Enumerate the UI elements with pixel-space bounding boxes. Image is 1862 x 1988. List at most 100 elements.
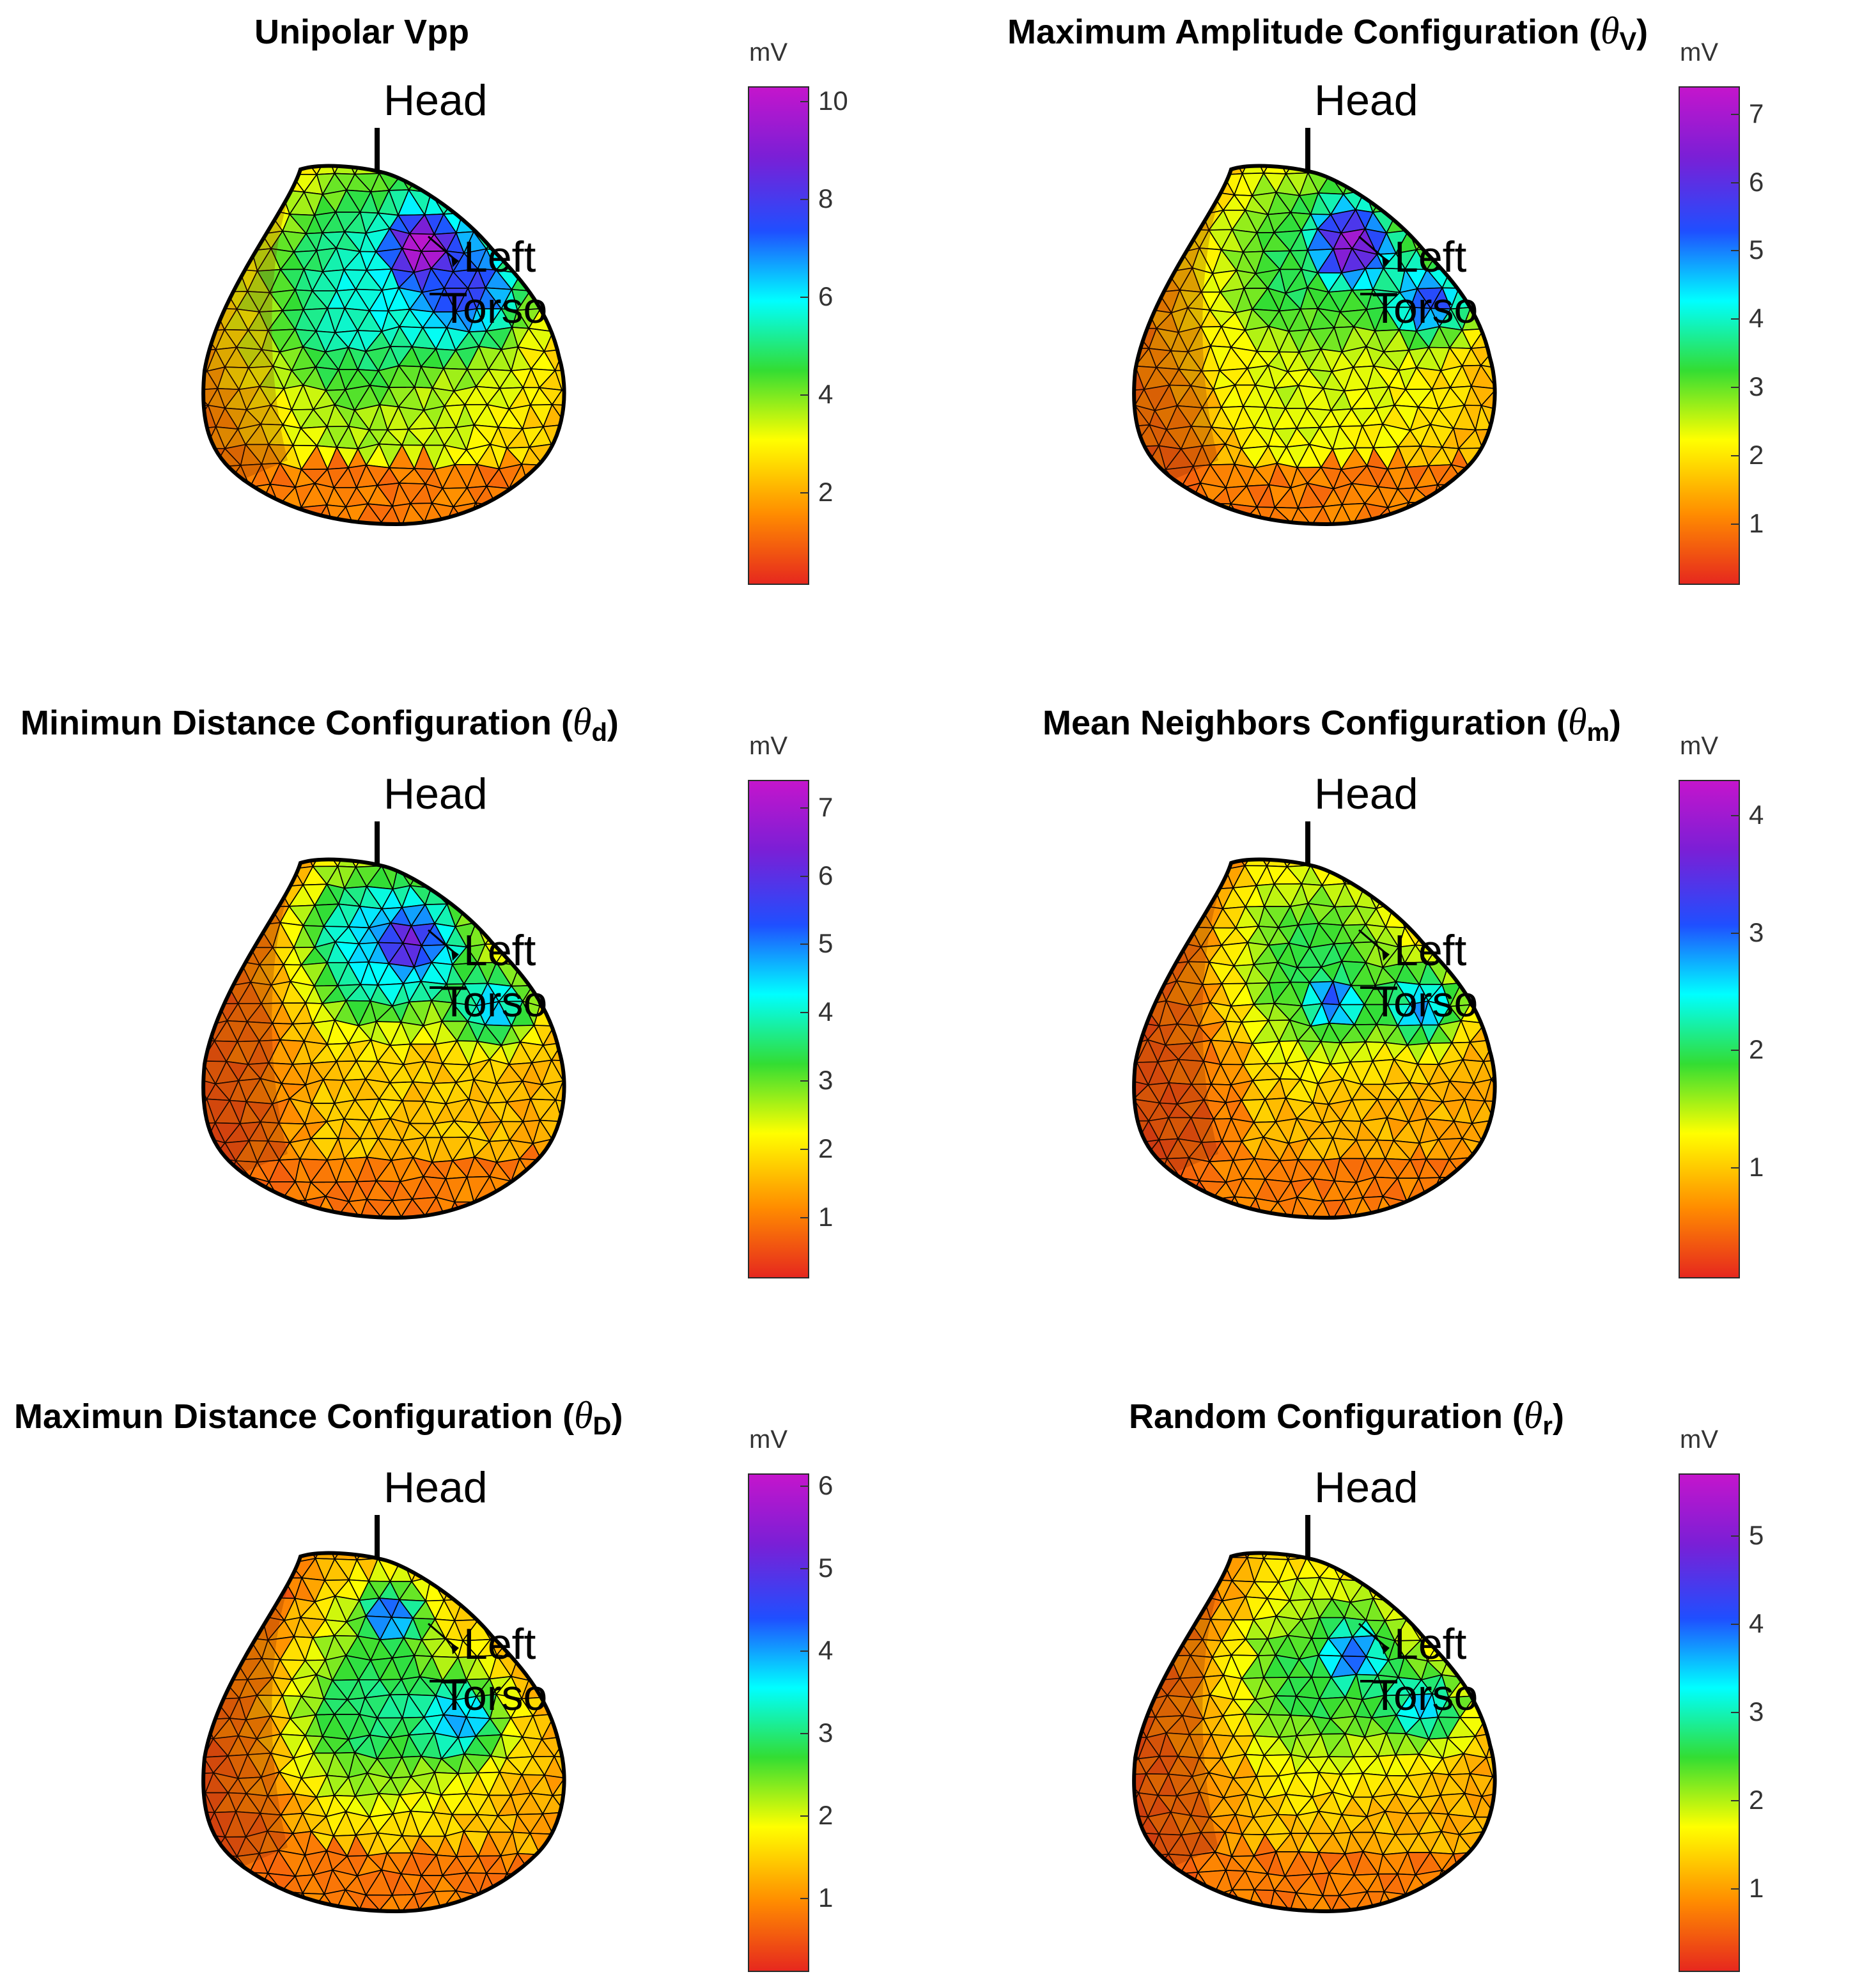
mesh-triangle <box>237 171 256 193</box>
mesh-triangle <box>607 1932 626 1954</box>
mesh-triangle <box>1493 903 1517 926</box>
mesh-triangle <box>520 907 539 928</box>
mesh-triangle <box>1113 348 1135 369</box>
mesh-triangle <box>1462 191 1485 214</box>
mesh-triangle <box>187 850 205 866</box>
mesh-triangle <box>442 1910 468 1934</box>
mesh-triangle <box>1202 504 1220 528</box>
mesh-triangle <box>1213 1222 1235 1241</box>
mesh-triangle <box>1324 1261 1342 1276</box>
mesh-triangle <box>1494 1240 1514 1259</box>
mesh-triangle <box>1518 332 1539 350</box>
mesh-triangle <box>610 465 628 488</box>
mesh-triangle <box>1432 174 1453 194</box>
mesh-triangle <box>1505 504 1526 526</box>
mesh-triangle <box>1345 561 1367 586</box>
mesh-triangle <box>1155 905 1179 926</box>
mesh-triangle <box>1517 925 1541 948</box>
mesh-triangle <box>182 328 203 350</box>
mesh-triangle <box>272 1950 295 1974</box>
mesh-triangle <box>541 1559 563 1578</box>
mesh-triangle <box>1225 1239 1247 1259</box>
mesh-triangle <box>528 1216 555 1236</box>
mesh-triangle <box>1569 1081 1594 1099</box>
mesh-triangle <box>1558 564 1578 586</box>
mesh-triangle <box>619 1910 637 1933</box>
mesh-triangle <box>1139 504 1156 525</box>
mesh-triangle <box>486 210 508 229</box>
mesh-triangle <box>1103 309 1127 330</box>
mesh-triangle <box>251 1583 267 1598</box>
mesh-triangle <box>171 192 194 212</box>
mesh-triangle <box>185 430 206 449</box>
mesh-triangle <box>596 1216 621 1237</box>
mesh-triangle <box>565 1695 585 1715</box>
mesh-triangle <box>629 1774 649 1794</box>
mesh-triangle <box>642 1578 659 1600</box>
mesh-triangle <box>1340 1238 1363 1260</box>
mesh-triangle <box>1525 408 1551 427</box>
mesh-triangle <box>1322 1238 1339 1261</box>
mesh-triangle <box>607 1774 629 1796</box>
mesh-triangle <box>626 388 651 405</box>
mesh-triangle <box>457 1239 480 1257</box>
mesh-triangle <box>1502 272 1528 293</box>
mesh-triangle <box>597 1792 618 1813</box>
mesh-triangle <box>229 171 249 193</box>
mesh-triangle <box>1105 524 1125 546</box>
mesh-triangle <box>433 1952 453 1973</box>
mesh-triangle <box>545 1636 564 1659</box>
mesh-triangle <box>240 1563 260 1583</box>
mesh-triangle <box>1486 1199 1505 1218</box>
mesh-triangle <box>1546 330 1572 346</box>
mesh-triangle <box>577 1060 596 1080</box>
mesh-triangle <box>248 192 267 212</box>
mesh-triangle <box>610 1695 627 1716</box>
mesh-triangle <box>1126 1261 1144 1281</box>
mesh-triangle <box>616 1177 643 1201</box>
mesh-triangle <box>596 1022 619 1043</box>
mesh-triangle <box>171 346 196 366</box>
mesh-triangle <box>545 963 567 987</box>
colorbar-tick-label: 10 <box>818 86 848 116</box>
mesh-triangle <box>238 212 262 234</box>
mesh-triangle <box>1471 864 1497 888</box>
mesh-triangle <box>334 153 355 175</box>
mesh-triangle <box>605 1734 630 1756</box>
mesh-triangle <box>1125 213 1149 233</box>
mesh-triangle <box>1506 1001 1525 1025</box>
mesh-triangle <box>1114 1021 1137 1045</box>
mesh-triangle <box>1515 844 1539 864</box>
mesh-triangle <box>411 1238 436 1257</box>
mesh-triangle <box>512 1912 533 1934</box>
mesh-triangle <box>555 1216 577 1241</box>
mesh-triangle <box>586 1103 607 1122</box>
mesh-triangle <box>1535 1062 1559 1081</box>
mesh-triangle <box>400 151 423 176</box>
mesh-triangle <box>617 1794 637 1817</box>
mesh-triangle <box>529 1540 554 1559</box>
mesh-triangle <box>571 1737 596 1758</box>
mesh-triangle <box>574 922 598 947</box>
mesh-triangle <box>567 1715 586 1737</box>
mesh-triangle <box>585 542 609 562</box>
mesh-triangle <box>224 1911 246 1930</box>
mesh-triangle <box>596 171 618 194</box>
mesh-triangle <box>1567 907 1593 928</box>
mesh-triangle <box>335 1541 357 1560</box>
mesh-triangle <box>403 1931 424 1953</box>
mesh-triangle <box>1517 233 1539 251</box>
mesh-triangle <box>1496 172 1517 195</box>
mesh-triangle <box>446 524 467 543</box>
mesh-triangle <box>1572 331 1594 352</box>
mesh-triangle <box>1538 426 1560 445</box>
mesh-triangle <box>618 389 637 406</box>
mesh-triangle <box>1539 330 1558 349</box>
mesh-triangle <box>573 1597 596 1620</box>
mesh-triangle <box>1571 367 1592 388</box>
mesh-triangle <box>1569 209 1594 229</box>
mesh-triangle <box>584 408 607 429</box>
mesh-triangle <box>1551 388 1573 408</box>
mesh-triangle <box>171 175 194 196</box>
mesh-triangle <box>241 504 260 525</box>
